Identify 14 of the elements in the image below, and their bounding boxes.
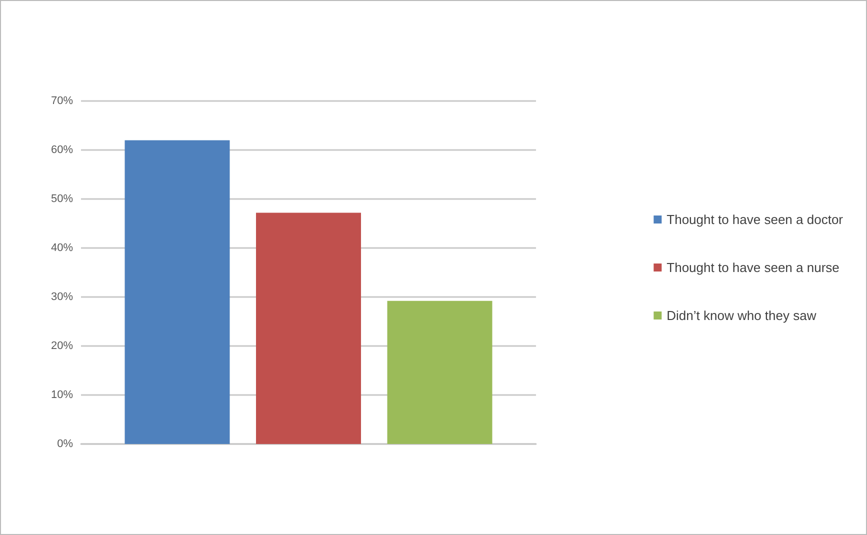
y-tick-label: 10%: [50, 389, 74, 401]
bar: [387, 300, 492, 444]
bar: [256, 212, 361, 444]
legend-label: Didn’t know who they saw: [666, 308, 817, 323]
y-tick-label: 70%: [50, 95, 74, 107]
y-tick-label: 40%: [50, 242, 74, 254]
y-tick-label: 60%: [50, 144, 74, 156]
y-tick-label: 50%: [50, 193, 74, 205]
y-tick-label: 20%: [50, 340, 74, 352]
legend-label: Thought to have seen a nurse: [666, 260, 840, 275]
legend-label: Thought to have seen a doctor: [666, 212, 844, 227]
bar: [124, 140, 230, 444]
y-tick-label: 0%: [57, 438, 74, 450]
y-tick-label: 30%: [50, 291, 74, 303]
